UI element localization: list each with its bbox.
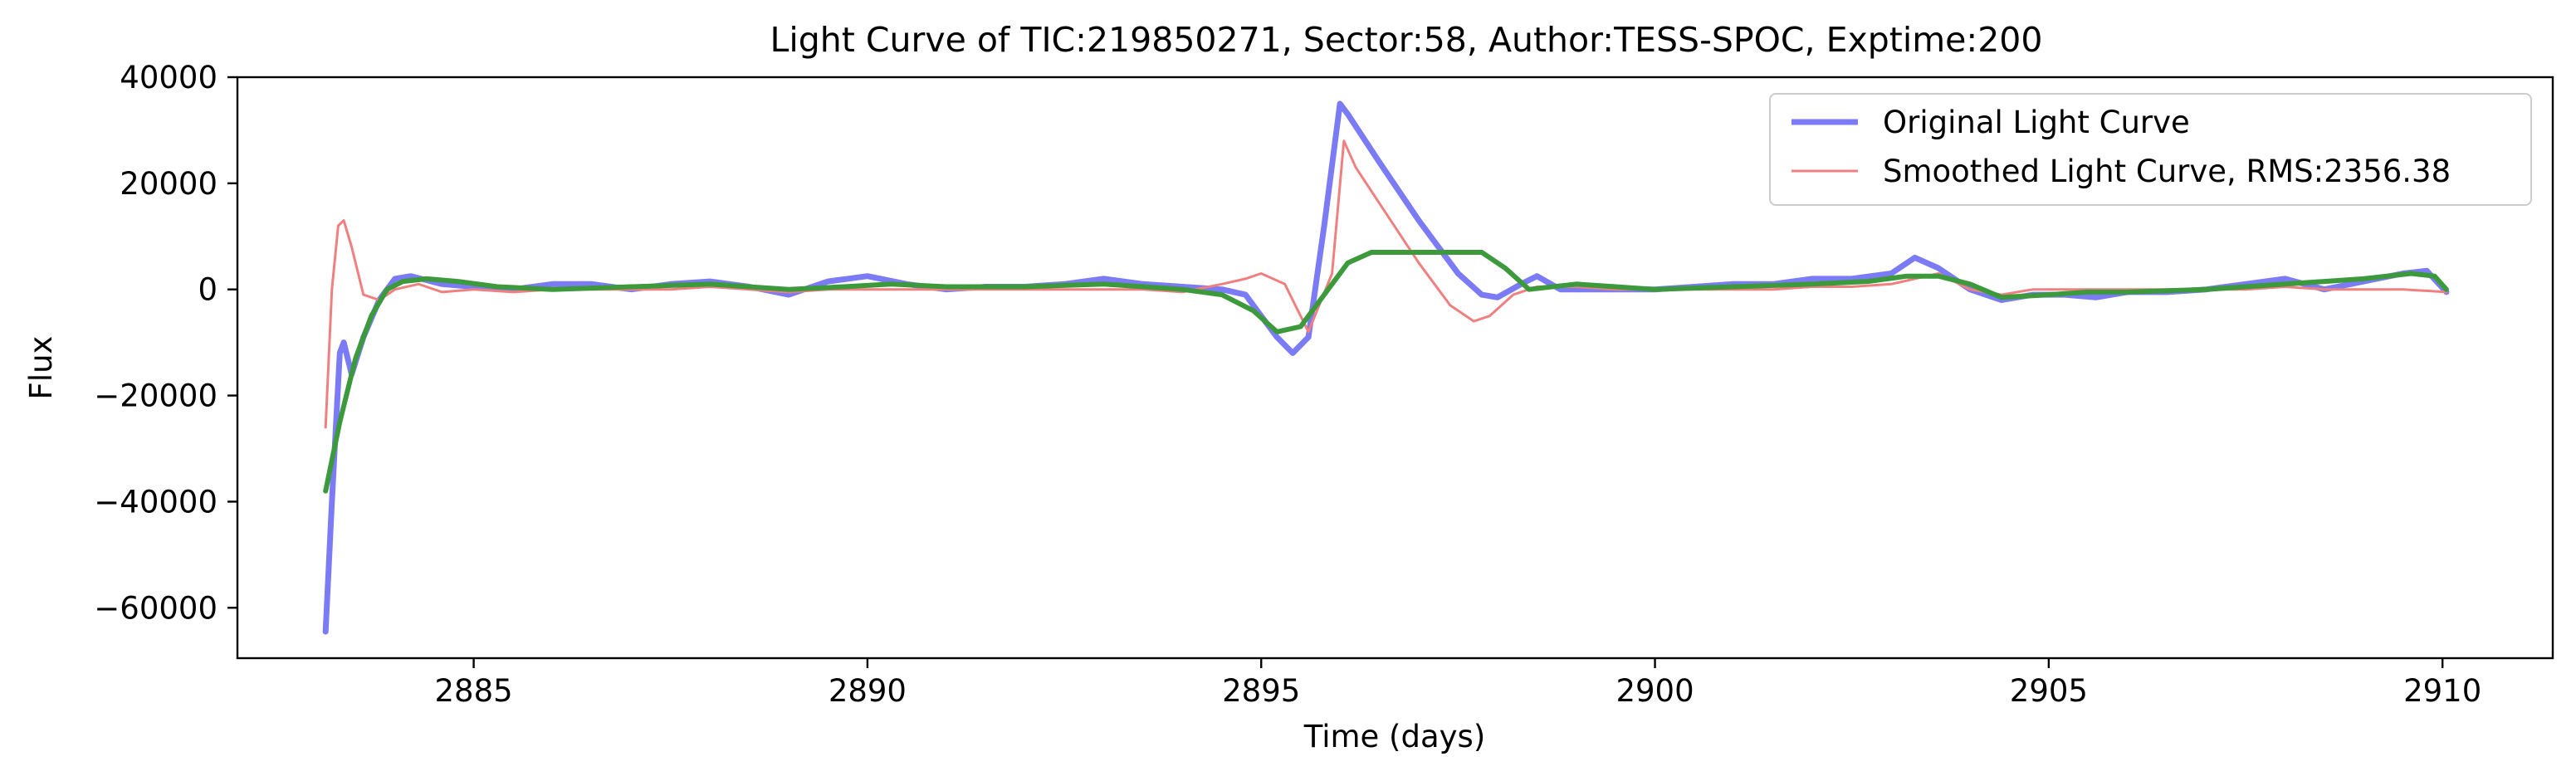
chart-title: Light Curve of TIC:219850271, Sector:58,… (770, 20, 2043, 60)
x-tick-label: 2910 (2403, 673, 2481, 709)
x-tick-label: 2905 (2010, 673, 2088, 709)
x-tick-label: 2890 (829, 673, 907, 709)
series-line-trend (323, 250, 2449, 494)
x-tick-label: 2885 (435, 673, 513, 709)
legend-label-original: Original Light Curve (1883, 105, 2190, 140)
y-tick-label: 20000 (120, 166, 218, 202)
x-axis-label: Time (days) (1303, 719, 1486, 754)
legend-box (1769, 93, 2532, 206)
x-tick-label: 2900 (1615, 673, 1694, 709)
y-tick-label: 0 (198, 272, 218, 308)
y-tick-label: −40000 (94, 484, 218, 520)
plot-frame (236, 76, 2554, 660)
series-line-smoothed (324, 139, 2448, 429)
y-tick-label: −60000 (94, 590, 218, 626)
legend: Original Light Curve Smoothed Light Curv… (1769, 93, 2532, 206)
series-layer (322, 100, 2450, 635)
x-axis: 2885 2890 2895 2900 2905 2910 (435, 658, 2481, 709)
y-axis-label: Flux (23, 336, 59, 400)
y-axis: 40000 20000 0 −20000 −40000 −60000 (94, 60, 237, 626)
y-tick-label: 40000 (120, 60, 218, 95)
y-tick-label: −20000 (94, 378, 218, 414)
legend-label-smoothed: Smoothed Light Curve, RMS:2356.38 (1883, 154, 2451, 189)
x-tick-label: 2895 (1222, 673, 1300, 709)
